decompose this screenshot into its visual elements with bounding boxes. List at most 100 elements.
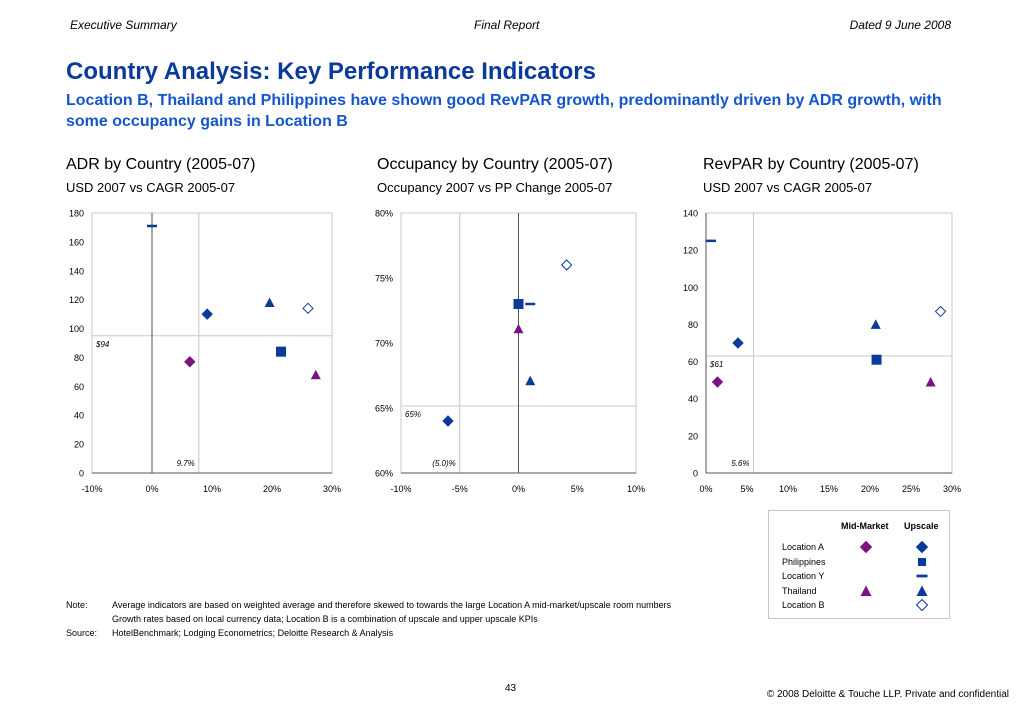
revpar-data-point — [711, 376, 724, 388]
adr-y-tick-label: 40 — [74, 411, 84, 421]
adr-data-point — [276, 346, 286, 357]
revpar-y-tick-label: 0 — [693, 469, 698, 479]
occupancy-x-tick-label: -5% — [452, 484, 468, 494]
source-label: Source: — [66, 628, 98, 638]
adr-x-tick-label: 20% — [263, 484, 281, 494]
revpar-x-tick-label: 0% — [699, 484, 712, 494]
revpar-avg-x-label: 5.6% — [731, 459, 749, 468]
adr-plot-frame — [91, 212, 333, 474]
occupancy-plot-frame — [400, 212, 637, 474]
adr-avg-x-label: 9.7% — [177, 459, 195, 468]
legend-markers — [859, 540, 929, 612]
adr-data-point — [201, 308, 213, 320]
occupancy-data-point — [442, 415, 454, 427]
legend-marker-upscale — [918, 558, 926, 566]
chart-adr: 0 20 40 60 80 100 120 140 160 180 -10% 0% 10% 20% 30% 9… — [69, 209, 341, 495]
revpar-x-tick-label: 25% — [902, 484, 920, 494]
chart-subtitle-adr: USD 2007 vs CAGR 2005-07 — [66, 180, 236, 195]
legend-label-thailand: Thailand — [782, 586, 817, 596]
adr-x-tick-label: 30% — [323, 484, 341, 494]
revpar-avg-y-label: $61 — [709, 360, 723, 369]
legend-marker-upscale — [916, 585, 928, 596]
occupancy-data-point — [513, 323, 524, 334]
occupancy-x-tick-label: 10% — [627, 484, 645, 494]
revpar-data-point — [732, 337, 744, 349]
occupancy-y-tick-label: 60% — [375, 469, 393, 479]
legend-header-upscale: Upscale — [904, 521, 939, 531]
revpar-data-point — [871, 354, 882, 365]
adr-y-tick-label: 0 — [79, 469, 84, 479]
adr-x-tick-label: 0% — [145, 484, 158, 494]
adr-avg-y-label: $94 — [95, 340, 110, 349]
occupancy-x-tick-label: 5% — [571, 484, 584, 494]
adr-y-tick-label: 100 — [69, 324, 84, 334]
revpar-x-tick-label: 5% — [740, 484, 753, 494]
adr-x-tick-label: 10% — [203, 484, 221, 494]
adr-data-point — [147, 224, 157, 228]
adr-y-tick-label: 80 — [74, 353, 84, 363]
header-right: Dated 9 June 2008 — [849, 18, 951, 32]
revpar-x-tick-label: 10% — [779, 484, 797, 494]
occupancy-avg-y-label: 65% — [405, 410, 421, 419]
revpar-y-tick-label: 100 — [683, 283, 698, 293]
occupancy-data-point — [560, 259, 573, 271]
revpar-plot-frame — [705, 212, 953, 474]
note-label: Note: — [66, 600, 88, 610]
revpar-y-tick-label: 40 — [688, 394, 698, 404]
legend-marker-upscale — [916, 574, 928, 578]
legend-label-location-a: Location A — [782, 542, 825, 552]
chart-title-adr: ADR by Country (2005-07) — [66, 156, 256, 173]
revpar-data-point — [934, 305, 947, 318]
revpar-y-tick-label: 140 — [683, 209, 698, 219]
adr-data-point — [184, 356, 196, 368]
header-center: Final Report — [474, 18, 540, 32]
adr-data-point — [310, 369, 321, 380]
adr-x-tick-label: -10% — [81, 484, 102, 494]
note-text-2: Growth rates based on local currency dat… — [112, 614, 538, 624]
legend-marker-upscale — [915, 598, 929, 612]
legend-header-mid-market: Mid-Market — [841, 521, 889, 531]
legend-marker-mid-market — [860, 585, 872, 596]
legend-marker-upscale — [915, 540, 929, 554]
chart-title-revpar: RevPAR by Country (2005-07) — [703, 156, 919, 173]
revpar-y-tick-label: 120 — [683, 246, 698, 256]
legend-label-location-b: Location B — [782, 600, 825, 610]
adr-y-tick-label: 160 — [69, 237, 84, 247]
source-text: HotelBenchmark; Lodging Econometrics; De… — [112, 628, 394, 638]
legend-label-location-y: Location Y — [782, 571, 825, 581]
chart-subtitle-occupancy: Occupancy 2007 vs PP Change 2005-07 — [377, 180, 613, 195]
occupancy-x-tick-label: -10% — [390, 484, 411, 494]
page-title: Country Analysis: Key Performance Indica… — [66, 58, 596, 85]
adr-y-tick-label: 120 — [69, 295, 84, 305]
legend-label-philippines: Philippines — [782, 557, 826, 567]
occupancy-x-tick-label: 0% — [512, 484, 525, 494]
occupancy-data-point — [525, 302, 536, 306]
chart-occupancy: 60% 65% 70% 75% 80% -10% -5% 0% 5% 10% (5.0)% 65% — [375, 209, 645, 495]
occupancy-y-tick-label: 80% — [375, 209, 393, 219]
copyright: © 2008 Deloitte & Touche LLP. Private an… — [766, 689, 1009, 700]
occupancy-y-tick-label: 70% — [375, 339, 393, 349]
legend-marker-mid-market — [859, 540, 873, 554]
header-left: Executive Summary — [70, 18, 177, 32]
page-subtitle: Location B, Thailand and Philippines hav… — [66, 92, 942, 130]
revpar-y-tick-label: 60 — [688, 357, 698, 367]
adr-y-tick-label: 140 — [69, 266, 84, 276]
chart-subtitle-revpar: USD 2007 vs CAGR 2005-07 — [703, 180, 873, 195]
occupancy-avg-x-label: (5.0)% — [432, 459, 456, 468]
adr-y-tick-label: 180 — [69, 209, 84, 219]
occupancy-y-tick-label: 75% — [375, 274, 393, 284]
occupancy-data-point — [513, 299, 524, 309]
adr-data-point — [264, 297, 275, 308]
legend: Mid-Market Upscale Location A Philippine… — [768, 510, 950, 619]
revpar-data-point — [870, 319, 881, 329]
revpar-y-tick-label: 20 — [688, 431, 698, 441]
revpar-x-tick-label: 15% — [820, 484, 838, 494]
adr-y-tick-label: 20 — [74, 440, 84, 450]
page-number: 43 — [505, 683, 517, 694]
revpar-x-tick-label: 20% — [861, 484, 879, 494]
revpar-x-tick-label: 30% — [943, 484, 961, 494]
adr-data-point — [302, 302, 314, 315]
chart-title-occupancy: Occupancy by Country (2005-07) — [377, 156, 613, 173]
revpar-data-point — [705, 239, 716, 243]
adr-y-tick-label: 60 — [74, 382, 84, 392]
